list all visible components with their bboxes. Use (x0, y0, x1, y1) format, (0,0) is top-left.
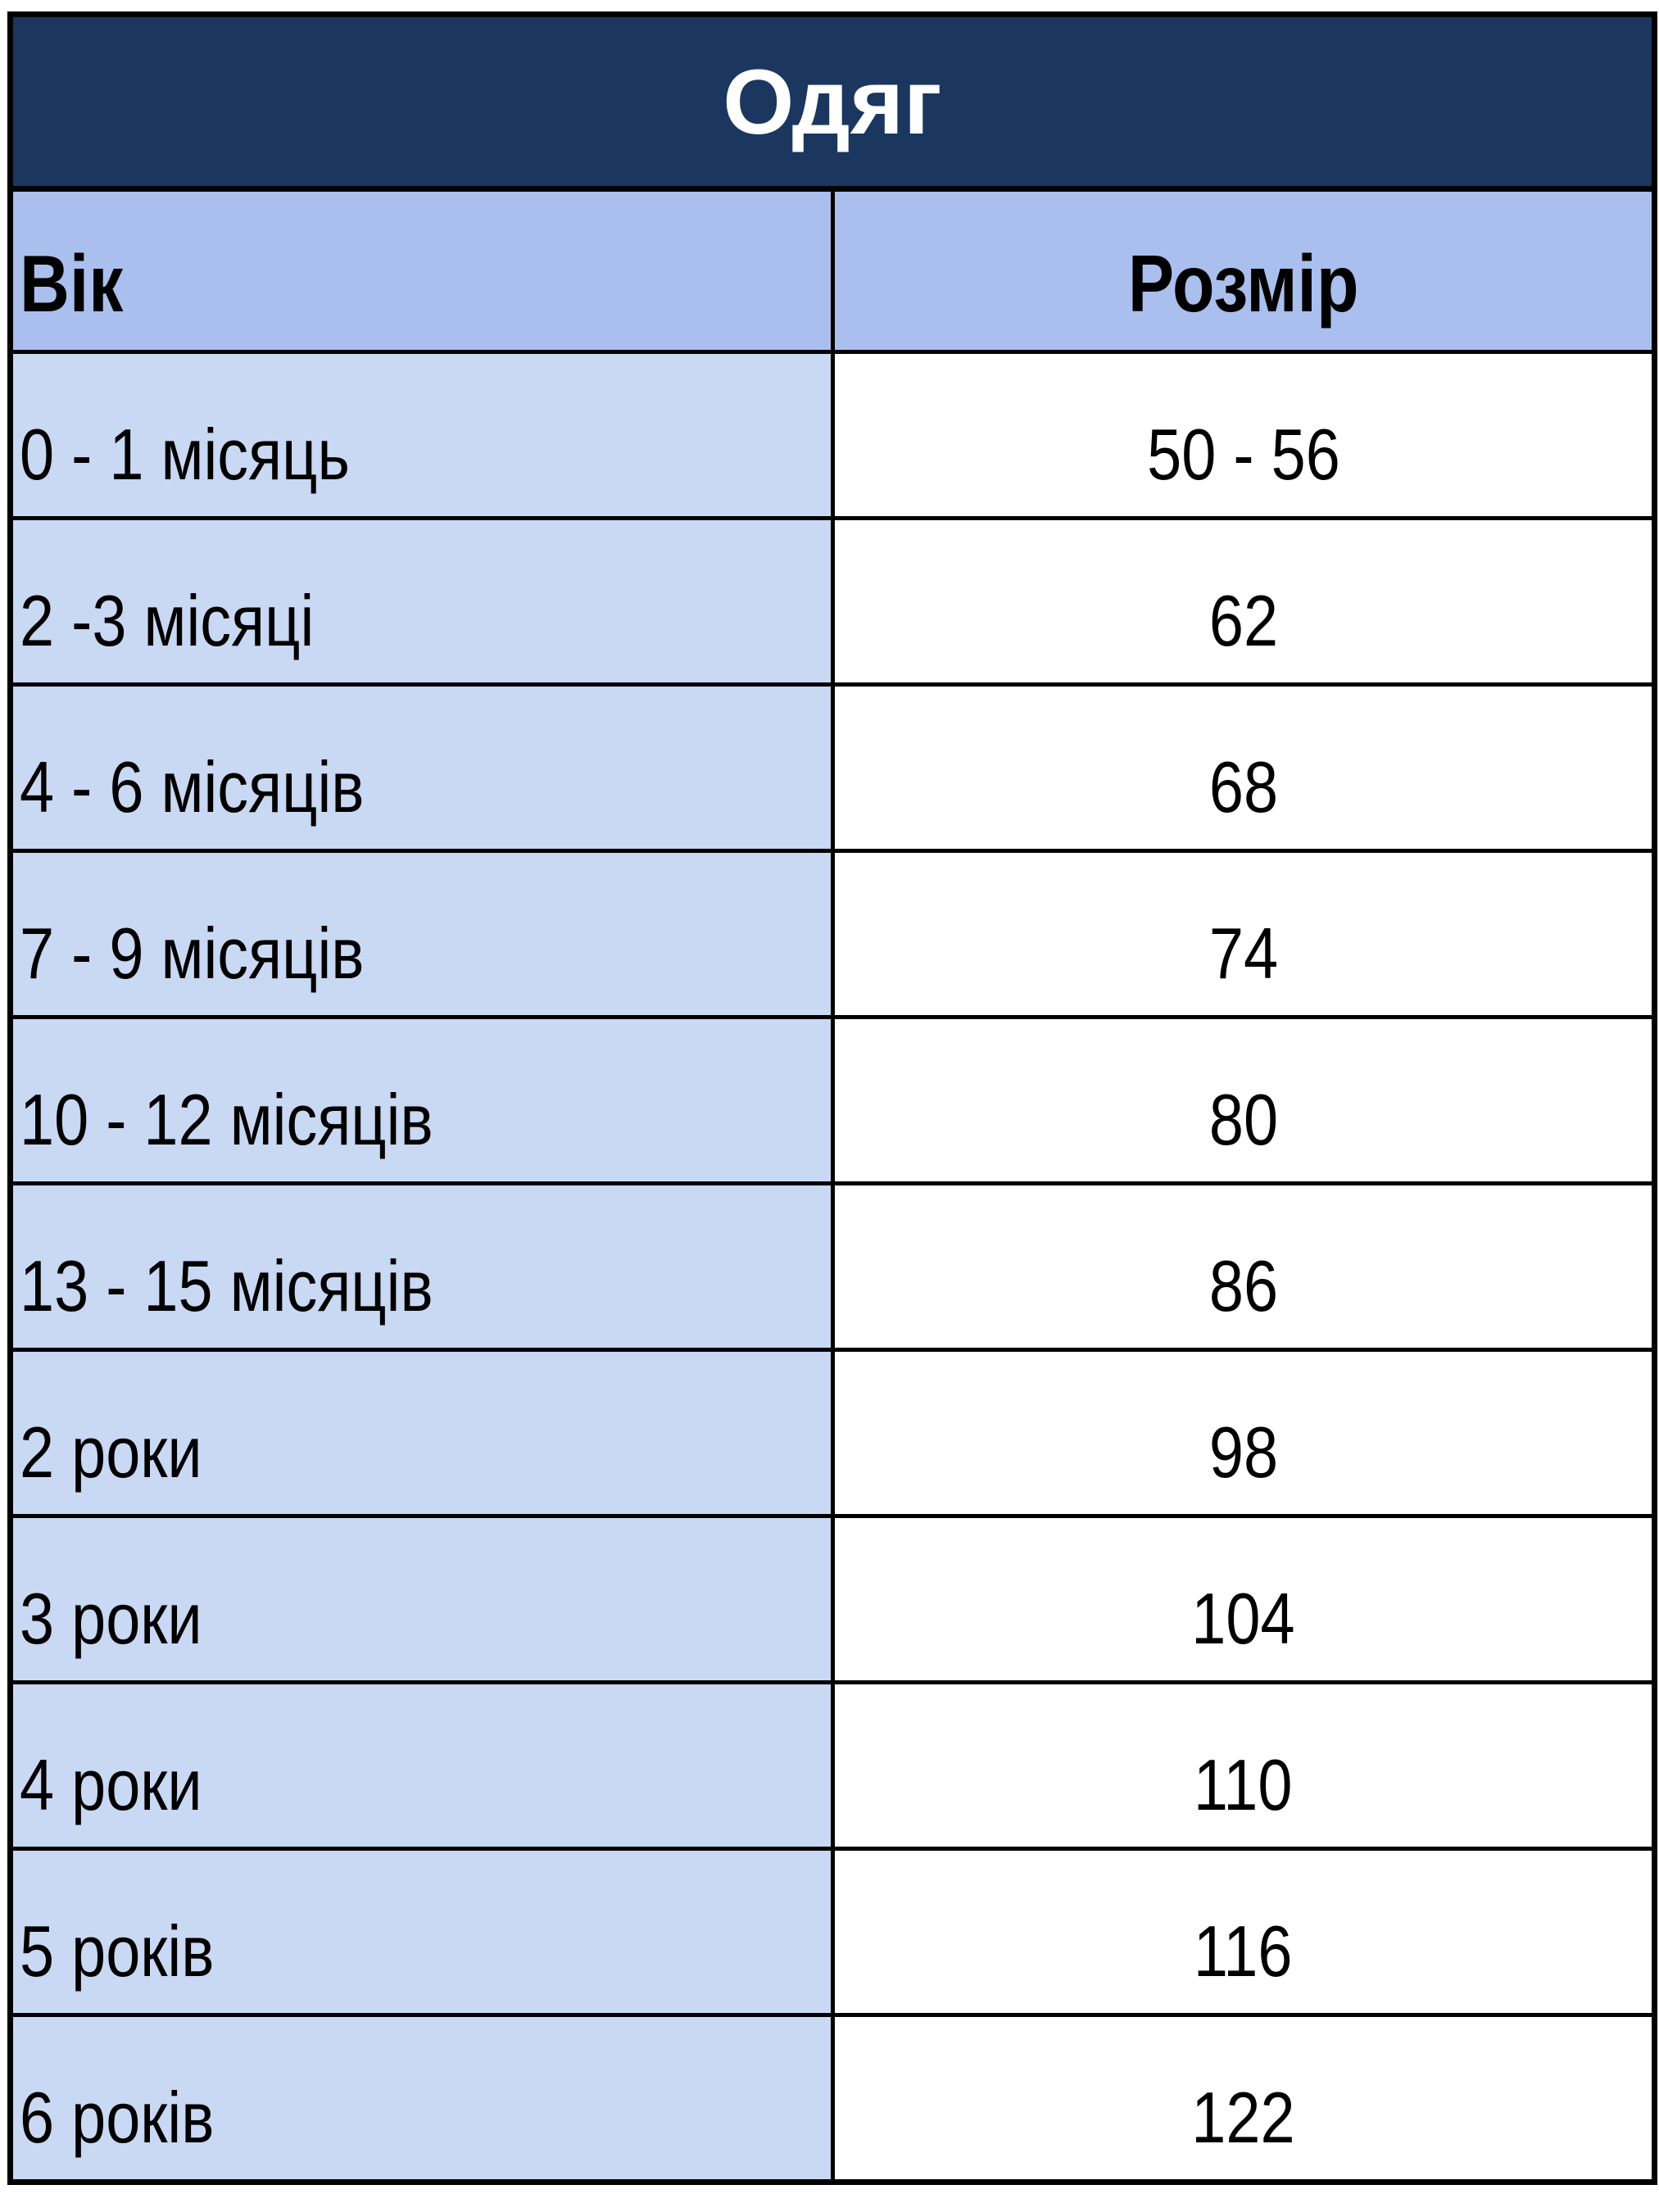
size-text: 80 (1208, 1079, 1278, 1160)
age-cell: 6 років (13, 2017, 835, 2179)
size-cell: 116 (835, 1851, 1652, 2013)
table-title-text: Одяг (723, 50, 942, 153)
size-text: 110 (1194, 1744, 1293, 1825)
age-text: 3 роки (20, 1578, 202, 1659)
age-text: 5 років (20, 1911, 215, 1992)
size-cell: 98 (835, 1352, 1652, 1514)
age-cell: 0 - 1 місяць (13, 354, 835, 516)
table-row: 3 роки 104 (13, 1518, 1652, 1684)
size-text: 74 (1208, 913, 1278, 994)
size-table: Одяг Вік Розмір 0 - 1 місяць 50 - 56 2 -3 … (7, 11, 1657, 2185)
size-text: 50 - 56 (1146, 414, 1340, 495)
header-row: Вік Розмір (13, 192, 1652, 354)
age-text: 7 - 9 місяців (20, 913, 365, 994)
age-cell: 4 роки (13, 1684, 835, 1847)
age-text: 2 роки (20, 1412, 202, 1493)
size-cell: 86 (835, 1185, 1652, 1348)
size-cell: 122 (835, 2017, 1652, 2179)
header-size-text: Розмір (1127, 238, 1359, 329)
table-row: 2 роки 98 (13, 1352, 1652, 1518)
table-row: 0 - 1 місяць 50 - 56 (13, 354, 1652, 520)
age-cell: 10 - 12 місяців (13, 1019, 835, 1181)
age-cell: 7 - 9 місяців (13, 853, 835, 1015)
age-cell: 2 -3 місяці (13, 520, 835, 682)
age-text: 10 - 12 місяців (20, 1079, 433, 1160)
table-row: 5 років 116 (13, 1851, 1652, 2017)
header-age: Вік (13, 192, 835, 350)
age-cell: 5 років (13, 1851, 835, 2013)
size-text: 68 (1208, 746, 1278, 827)
table-row: 13 - 15 місяців 86 (13, 1185, 1652, 1352)
size-cell: 80 (835, 1019, 1652, 1181)
table-row: 7 - 9 місяців 74 (13, 853, 1652, 1019)
age-text: 13 - 15 місяців (20, 1245, 433, 1326)
table-row: 2 -3 місяці 62 (13, 520, 1652, 687)
size-text: 98 (1208, 1412, 1278, 1493)
age-cell: 3 роки (13, 1518, 835, 1680)
size-text: 62 (1208, 580, 1278, 661)
size-cell: 74 (835, 853, 1652, 1015)
table-row: 10 - 12 місяців 80 (13, 1019, 1652, 1185)
table-row: 4 - 6 місяців 68 (13, 687, 1652, 853)
size-text: 86 (1208, 1245, 1278, 1326)
size-text: 104 (1191, 1578, 1295, 1659)
size-cell: 104 (835, 1518, 1652, 1680)
table-row: 6 років 122 (13, 2017, 1652, 2179)
age-text: 0 - 1 місяць (20, 414, 350, 495)
header-age-text: Вік (20, 238, 124, 329)
age-cell: 13 - 15 місяців (13, 1185, 835, 1348)
table-title: Одяг (13, 17, 1652, 192)
size-text: 116 (1194, 1911, 1293, 1992)
age-cell: 4 - 6 місяців (13, 687, 835, 849)
age-cell: 2 роки (13, 1352, 835, 1514)
size-text: 122 (1191, 2077, 1295, 2158)
age-text: 4 роки (20, 1744, 202, 1825)
age-text: 4 - 6 місяців (20, 746, 365, 827)
table-row: 4 роки 110 (13, 1684, 1652, 1851)
header-size: Розмір (835, 192, 1652, 350)
age-text: 6 років (20, 2077, 215, 2158)
size-cell: 62 (835, 520, 1652, 682)
size-cell: 110 (835, 1684, 1652, 1847)
age-text: 2 -3 місяці (20, 580, 315, 661)
size-cell: 50 - 56 (835, 354, 1652, 516)
size-cell: 68 (835, 687, 1652, 849)
